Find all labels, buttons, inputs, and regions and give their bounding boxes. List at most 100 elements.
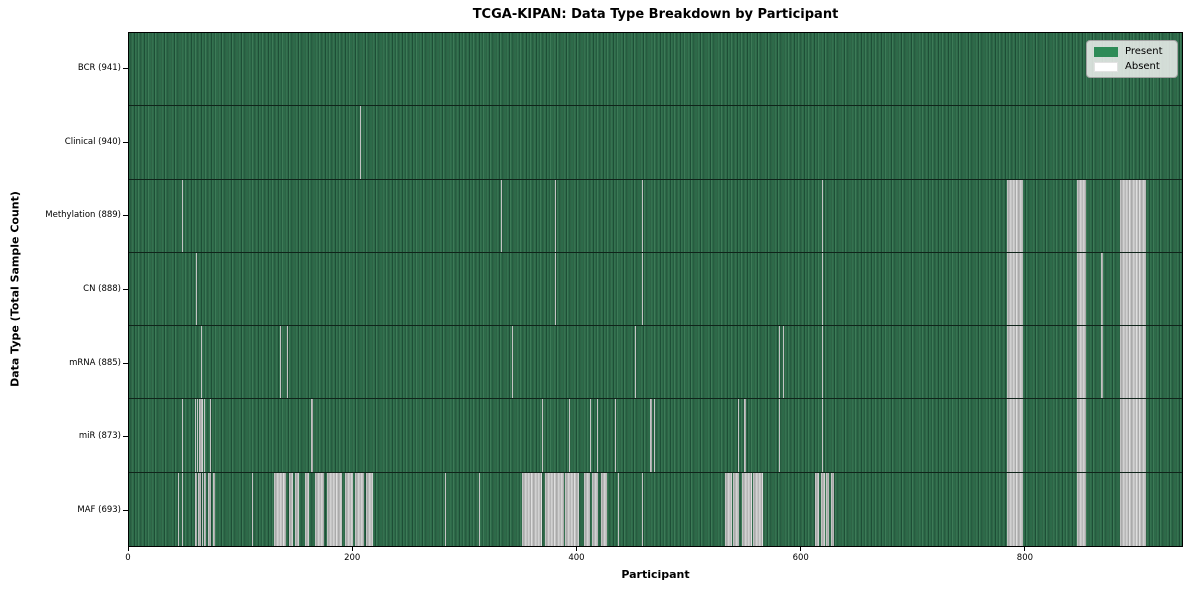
absent-stripe (1076, 179, 1086, 252)
absent-stripe (601, 472, 607, 546)
absent-stripe (725, 472, 733, 546)
absent-stripe (500, 179, 502, 252)
absent-stripe (821, 179, 823, 252)
y-tick-mark (123, 362, 128, 364)
absent-stripe (555, 179, 557, 252)
absent-stripe (614, 399, 616, 472)
x-tick-label: 0 (125, 553, 131, 563)
absent-stripe (344, 472, 353, 546)
heatmap-row-clinical (129, 106, 1182, 180)
absent-stripe (742, 472, 753, 546)
y-tick-label: miR (873) (78, 431, 121, 442)
absent-stripe (196, 252, 198, 326)
absent-stripe (274, 472, 286, 546)
legend-label-absent: Absent (1125, 61, 1160, 72)
absent-stripe (744, 399, 746, 472)
x-tick-mark (800, 546, 802, 551)
absent-stripe (201, 472, 203, 546)
absent-stripe (1007, 252, 1024, 326)
absent-stripe (641, 252, 643, 326)
absent-stripe (1076, 472, 1086, 546)
absent-stripe (327, 472, 342, 546)
absent-stripe (311, 399, 313, 472)
absent-stripe (195, 472, 198, 546)
absent-stripe (1101, 326, 1103, 399)
absent-stripe (521, 472, 542, 546)
plot-area (128, 32, 1183, 547)
absent-stripe (1120, 326, 1147, 399)
x-tick-mark (575, 546, 577, 551)
absent-stripe (618, 472, 620, 546)
absent-stripe (733, 472, 739, 546)
absent-stripe (814, 472, 820, 546)
absent-stripe (209, 399, 211, 472)
absent-stripe (314, 472, 324, 546)
absent-stripe (1007, 179, 1024, 252)
x-tick-mark (351, 546, 353, 551)
legend-item-present: Present (1094, 46, 1170, 57)
x-axis-label: Participant (621, 568, 690, 581)
legend-item-absent: Absent (1094, 61, 1170, 72)
absent-stripe (197, 399, 199, 472)
heatmap-row-maf (129, 472, 1182, 546)
absent-stripe (821, 399, 823, 472)
absent-swatch-icon (1094, 61, 1118, 72)
x-tick-label: 800 (1016, 553, 1034, 563)
absent-stripe (830, 472, 834, 546)
absent-stripe (203, 472, 207, 546)
absent-stripe (181, 179, 183, 252)
absent-stripe (198, 472, 201, 546)
absent-stripe (584, 472, 591, 546)
absent-stripe (280, 326, 282, 399)
absent-stripe (634, 326, 636, 399)
y-tick-mark (123, 509, 128, 511)
y-tick-label: CN (888) (83, 284, 121, 294)
absent-stripe (181, 399, 183, 472)
absent-stripe (1007, 399, 1024, 472)
present-swatch-icon (1094, 46, 1118, 57)
absent-stripe (195, 399, 197, 472)
absent-stripe (820, 472, 826, 546)
absent-stripe (200, 326, 202, 399)
absent-stripe (592, 472, 598, 546)
absent-stripe (650, 399, 652, 472)
absent-stripe (203, 399, 206, 472)
legend: Present Absent (1086, 40, 1178, 78)
absent-stripe (541, 399, 544, 472)
y-tick-mark (123, 215, 128, 217)
absent-stripe (1007, 472, 1024, 546)
absent-stripe (1120, 179, 1147, 252)
y-tick-label: BCR (941) (77, 63, 121, 74)
absent-stripe (782, 326, 784, 399)
absent-stripe (565, 472, 579, 546)
absent-stripe (444, 472, 446, 546)
absent-stripe (821, 252, 823, 326)
absent-stripe (568, 399, 570, 472)
x-tick-label: 200 (344, 553, 361, 563)
legend-label-present: Present (1125, 46, 1163, 57)
absent-stripe (1120, 472, 1147, 546)
absent-stripe (181, 472, 183, 546)
absent-stripe (545, 472, 565, 546)
absent-stripe (286, 326, 288, 399)
absent-stripe (366, 472, 373, 546)
heatmap-row-mrna (129, 326, 1182, 400)
absent-stripe (252, 472, 254, 546)
absent-stripe (555, 252, 557, 326)
y-tick-label: Methylation (889) (45, 210, 121, 221)
absent-stripe (653, 399, 655, 472)
heatmap-row-cn (129, 252, 1182, 327)
absent-stripe (355, 472, 364, 546)
y-tick-label: MAF (693) (77, 504, 121, 515)
absent-stripe (511, 326, 513, 399)
y-tick-label: Clinical (940) (64, 136, 121, 147)
absent-stripe (199, 399, 203, 472)
absent-stripe (779, 399, 781, 472)
x-tick-mark (1024, 546, 1026, 551)
absent-stripe (1076, 252, 1086, 326)
x-tick-label: 600 (792, 553, 809, 563)
absent-stripe (1120, 399, 1147, 472)
absent-stripe (294, 472, 300, 546)
absent-stripe (737, 399, 739, 472)
